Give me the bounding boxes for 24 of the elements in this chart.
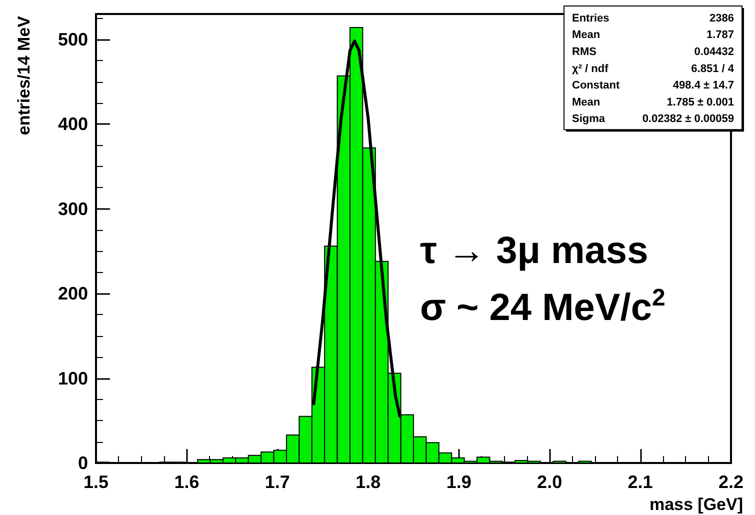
- text: Entries 2386: [572, 12, 734, 24]
- x-axis-title: mass [GeV]: [649, 495, 744, 514]
- text: RMS 0.04432: [572, 46, 734, 58]
- y-tick-label: 0: [78, 453, 88, 473]
- x-tick-label: 2.2: [718, 472, 744, 492]
- text: Mean 1.787: [572, 29, 734, 42]
- text: χ² / ndf 6.851 / 4: [572, 62, 734, 75]
- y-tick-label: 400: [58, 114, 88, 134]
- x-tick-label: 1.8: [356, 472, 381, 492]
- x-tick-label: 1.5: [83, 472, 109, 492]
- y-axis-title: entries/14 MeV: [14, 15, 34, 136]
- x-tick-label: 2.1: [628, 472, 653, 492]
- text: Mean 1.785 ± 0.001: [572, 96, 734, 108]
- x-tick-label: 1.7: [264, 472, 290, 492]
- x-tick-label: 1.9: [446, 472, 472, 492]
- text: Sigma 0.02382 ± 0.00059: [572, 113, 734, 126]
- x-tick-label: 2.0: [537, 472, 562, 492]
- y-tick-label: 200: [58, 284, 88, 304]
- annotation: τ → 3μ mass: [420, 230, 648, 272]
- y-tick-label: 300: [58, 198, 88, 219]
- text: Constant 498.4 ± 14.7: [572, 80, 734, 92]
- y-tick-label: 500: [58, 29, 88, 50]
- x-tick-label: 1.6: [174, 472, 200, 492]
- y-tick-label: 100: [58, 368, 88, 388]
